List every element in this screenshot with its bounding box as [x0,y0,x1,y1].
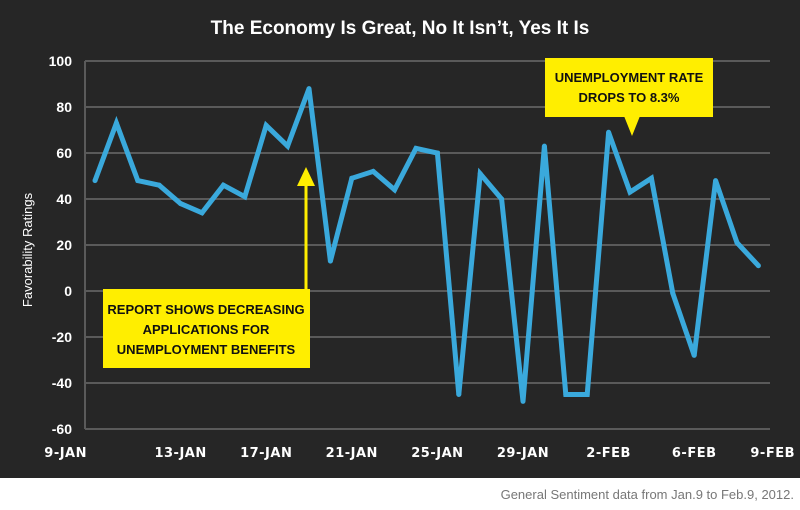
x-tick-label: 13-JAN [154,446,206,461]
data-point [306,86,312,92]
annotation-text: APPLICATIONS FOR [143,322,270,337]
data-point [648,175,654,181]
data-point [499,196,505,202]
data-point [734,240,740,246]
series-line [92,87,761,402]
data-point [220,182,226,188]
y-tick-label: -20 [52,329,72,345]
chart-title: The Economy Is Great, No It Isn’t, Yes I… [211,18,590,39]
data-point [627,189,633,195]
callout-pointer-icon [624,116,640,136]
x-tick-label: 9-FEB [750,446,795,461]
y-tick-label: 80 [56,99,72,115]
data-point [285,143,291,149]
data-point [178,201,184,207]
data-point [606,129,612,135]
data-points [92,86,761,404]
data-point [242,194,248,200]
x-tick-label: 17-JAN [240,446,292,461]
y-tick-label: 20 [56,237,72,253]
data-point [670,290,676,296]
annotation-text: REPORT SHOWS DECREASING [107,302,304,317]
annotation-text: DROPS TO 8.3% [579,90,680,105]
data-point [92,178,98,184]
data-point [584,392,590,397]
y-tick-label: 40 [56,191,72,207]
data-point [541,143,547,149]
data-point [456,392,462,397]
data-point [370,168,376,174]
data-point [113,120,119,126]
y-tick-label: -40 [52,375,72,391]
data-point [199,210,205,216]
data-point [691,352,697,358]
annotation-box [545,58,713,117]
x-tick-label: 21-JAN [326,446,378,461]
x-tick-label: 6-FEB [672,446,717,461]
annotation-box [103,289,310,368]
annotation-text: UNEMPLOYMENT BENEFITS [117,342,296,357]
data-point [349,175,355,181]
data-point [263,122,269,128]
data-point [563,392,569,397]
x-tick-label: 29-JAN [497,446,549,461]
y-axis-label: Favorability Ratings [20,192,35,307]
x-tick-label: 9-JAN [44,446,87,461]
y-axis-ticks: 100 80 60 40 20 0 -20 -40 -60 [49,53,73,437]
data-point [755,263,761,269]
data-point [156,182,162,188]
annotation-jobless-claims: REPORT SHOWS DECREASING APPLICATIONS FOR U… [103,167,315,368]
y-tick-label: 100 [49,53,73,69]
data-point [713,178,719,184]
x-tick-label: 2-FEB [586,446,631,461]
annotation-text: UNEMPLOYMENT RATE [555,70,704,85]
data-point [135,178,141,184]
annotation-unemployment-rate: UNEMPLOYMENT RATE DROPS TO 8.3% [545,58,713,136]
data-point [413,145,419,151]
data-point [520,398,526,404]
x-tick-label: 25-JAN [411,446,463,461]
data-point [434,150,440,156]
y-tick-label: 0 [64,283,72,299]
source-footnote: General Sentiment data from Jan.9 to Feb… [501,487,794,502]
y-tick-label: -60 [52,421,72,437]
data-point [392,187,398,193]
x-axis-ticks: 9-JAN 13-JAN 17-JAN 21-JAN 25-JAN 29-JAN 2-FEB… [44,446,795,461]
arrow-up-icon [297,167,315,186]
data-point [327,258,333,264]
data-point [477,171,483,177]
y-tick-label: 60 [56,145,72,161]
